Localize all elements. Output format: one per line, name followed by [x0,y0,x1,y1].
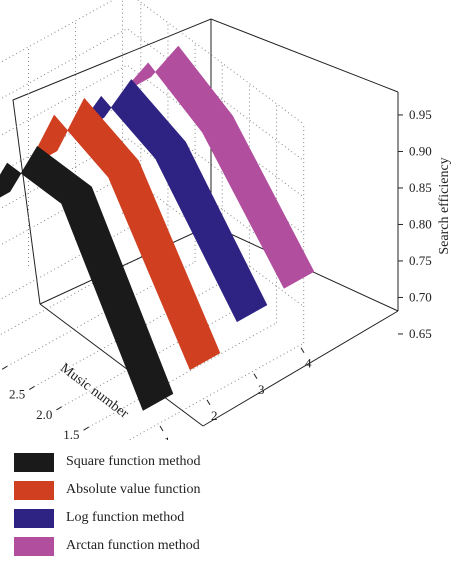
depth-tick-label: 4 [305,356,312,371]
xlabel: Music number [57,361,131,422]
legend-label-absolute: Absolute value function [66,482,201,497]
legend-item-absolute: Absolute value function [14,476,454,504]
legend-item-log: Log function method [14,504,454,532]
floor-left-edge [39,224,212,305]
y-tick-label: 0.65 [409,326,432,341]
depth-axis [202,310,399,427]
y-tick-label: 0.80 [409,216,432,231]
x-tick-label: 2.5 [9,387,25,402]
legend-label-log: Log function method [66,510,185,525]
legend-swatch-square [14,452,54,472]
y-tick-label: 0.75 [409,253,432,268]
back-walls [12,18,399,311]
x-tick-label: 2.0 [36,407,52,422]
depth-tick [253,373,258,380]
depth-tick-label: 3 [258,382,265,397]
ribbon-log-function-method [73,78,268,323]
legend-swatch-absolute [14,480,54,500]
depth-tick [206,399,211,406]
legend-label-square: Square function method [66,454,201,469]
ylabel: Search efficiency [437,157,452,254]
music-number-axis [39,303,204,427]
y-tick-label: 0.95 [409,107,432,122]
depth-tick-label: 1 [164,434,171,440]
axis-labels: 0.650.700.750.800.850.900.951.01.52.02.5… [9,107,432,440]
back-wall-left [12,18,399,305]
y-tick-label: 0.85 [409,180,432,195]
depth-tick [300,347,305,353]
legend-swatch-log [14,508,54,528]
x-tick-label: 1.5 [63,427,79,440]
ribbon-absolute-value-function [26,97,221,371]
chart: 0.650.700.750.800.850.900.951.01.52.02.5… [0,0,452,440]
y-tick-label: 0.90 [409,143,432,158]
legend: Square function method Absolute value fu… [14,448,454,560]
y-tick-label: 0.70 [409,289,432,304]
x-tick [28,386,35,391]
x-tick [83,426,89,431]
depth-tick [159,425,164,432]
ribbon-arctan-function-method [120,45,315,289]
legend-swatch-arctan [14,536,54,556]
legend-item-square: Square function method [14,448,454,476]
axis-ticks [1,114,403,432]
ribbon-square-function-method [0,145,174,411]
x-tick [1,365,8,370]
legend-label-arctan: Arctan function method [66,538,200,553]
depth-tick-label: 2 [211,408,218,423]
ribbons [0,45,315,411]
legend-item-arctan: Arctan function method [14,532,454,560]
x-tick [56,406,62,411]
